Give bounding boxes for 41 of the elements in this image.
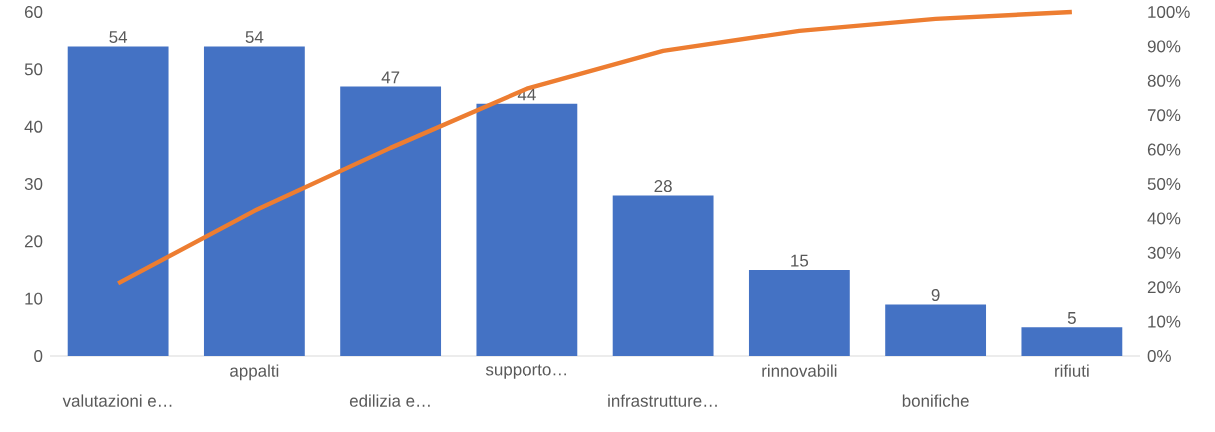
y2-tick-label: 0% (1147, 350, 1171, 362)
x-tick-label: bonifiche (902, 394, 969, 407)
x-tick-label: rifiuti (1055, 364, 1089, 377)
y2-tick-label: 50% (1147, 178, 1181, 190)
data-label: 47 (381, 71, 400, 84)
y-tick-label: 30 (24, 178, 43, 190)
data-label: 28 (654, 180, 672, 193)
x-tick-label: rinnovabili (762, 364, 837, 377)
data-label: 54 (245, 31, 264, 43)
y-tick-label: 20 (24, 235, 43, 248)
y2-tick-label: 90% (1147, 40, 1181, 53)
bar (612, 195, 714, 356)
y2-tick-label: 80% (1147, 74, 1181, 87)
y2-tick-label: 40% (1147, 212, 1181, 225)
bar (748, 270, 850, 356)
data-label: 54 (109, 31, 128, 43)
y-tick-label: 50 (24, 63, 43, 76)
data-label: 9 (931, 289, 940, 301)
y2-tick-label: 60% (1147, 143, 1181, 156)
x-tick-label: valutazioni e… (62, 394, 172, 407)
y-tick-label: 40 (24, 120, 43, 133)
bar (885, 304, 987, 356)
bar (476, 103, 578, 356)
y2-tick-label: 20% (1147, 281, 1181, 294)
y-tick-label: 10 (25, 292, 43, 305)
x-tick-label: infrastrutture… (608, 394, 717, 407)
x-tick-label: edilizia e… (349, 394, 430, 407)
x-tick-label: supporto… (485, 364, 566, 379)
bar (67, 46, 169, 356)
y2-tick-label: 100% (1148, 6, 1190, 18)
x-tick-label: appalti (230, 364, 279, 381)
y-tick-label: 60 (25, 6, 43, 18)
y2-tick-label: 30% (1147, 246, 1181, 259)
y2-tick-label: 10% (1148, 315, 1181, 328)
bar (203, 46, 305, 356)
bar (1021, 327, 1123, 356)
bar (340, 86, 442, 356)
data-label: 15 (791, 254, 809, 267)
y-tick-label: 0 (34, 350, 43, 362)
y2-tick-label: 70% (1147, 109, 1181, 122)
data-label: 5 (1067, 312, 1076, 324)
